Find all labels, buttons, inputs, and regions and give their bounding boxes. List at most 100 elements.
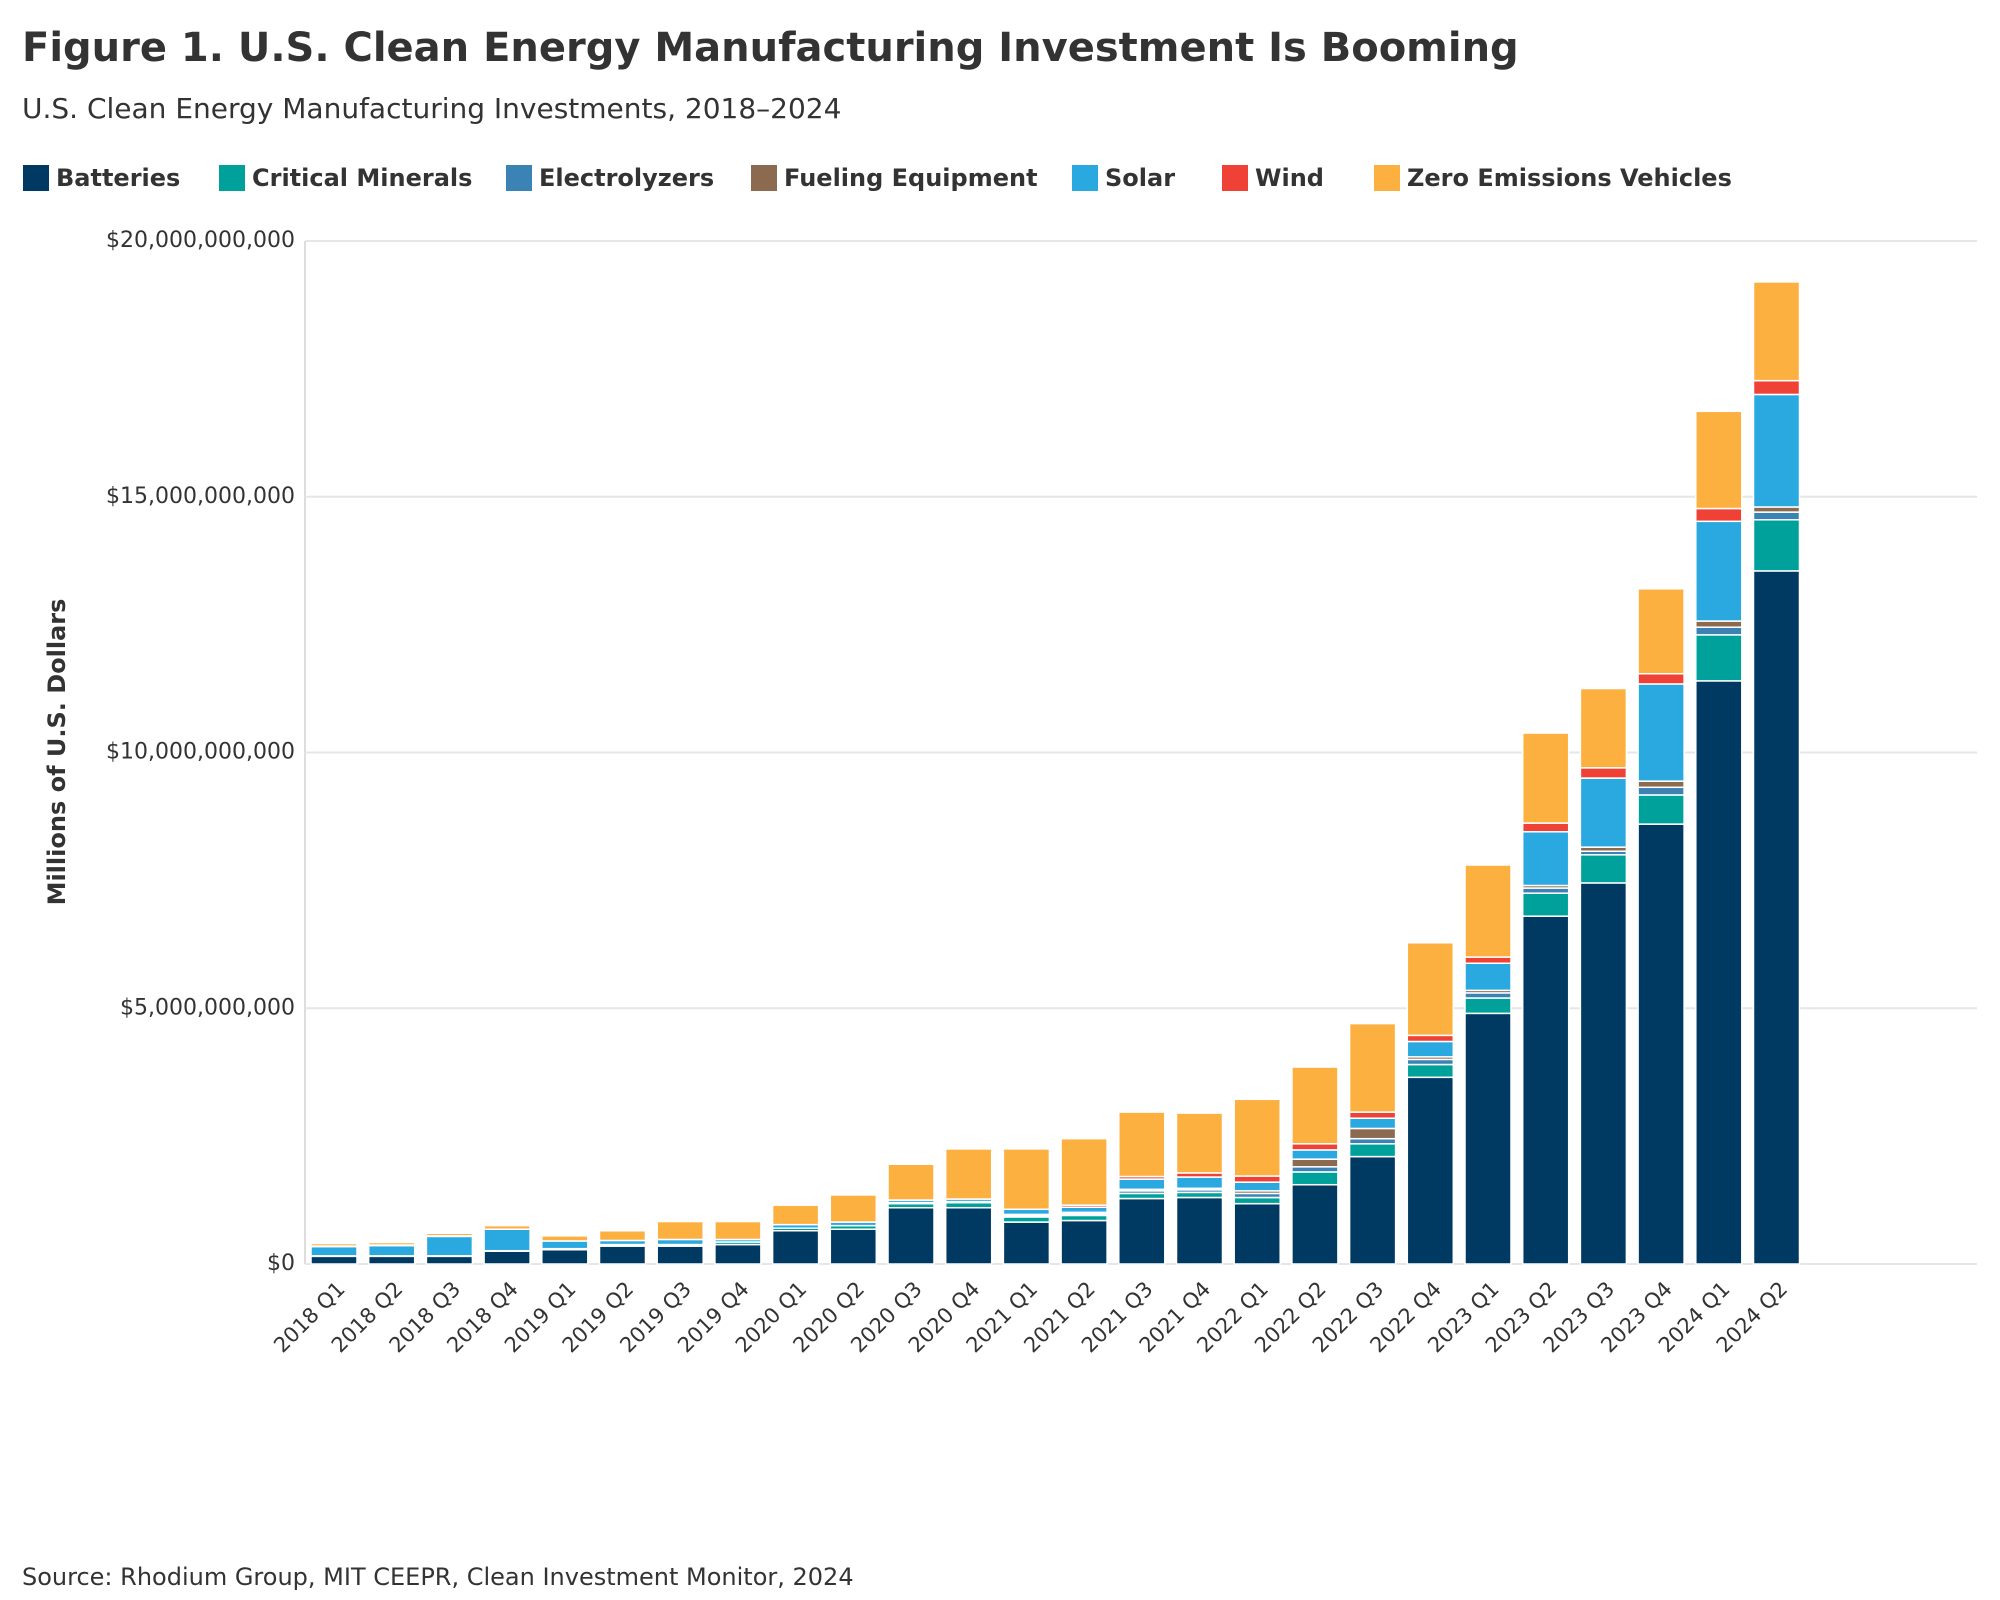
legend-label: Critical Minerals — [252, 164, 472, 192]
bar-segment — [1521, 822, 1570, 833]
bar-segment — [1002, 1208, 1051, 1216]
bar-segment — [1752, 506, 1801, 513]
bar-segment — [1464, 997, 1512, 1015]
bar-segment — [1118, 1178, 1166, 1191]
bar-segment — [367, 1244, 416, 1257]
legend-swatch — [751, 165, 777, 191]
bar-segment — [1521, 732, 1570, 824]
bar-segment — [1233, 1202, 1281, 1265]
bar-segment — [425, 1235, 474, 1257]
source-note: Source: Rhodium Group, MIT CEEPR, Clean … — [22, 1563, 854, 1591]
bar-segment — [1233, 1098, 1281, 1177]
bar-segment — [1291, 1149, 1339, 1160]
bar-segment — [1348, 1117, 1397, 1130]
bar-segment — [1175, 1191, 1224, 1199]
bar-segment — [1695, 410, 1743, 510]
bar-segment — [367, 1241, 416, 1246]
bar-segment — [1002, 1148, 1051, 1211]
bar-segment — [1002, 1216, 1051, 1223]
legend-swatch — [1222, 165, 1248, 191]
bar-segment — [310, 1245, 358, 1257]
bar-segment — [1291, 1158, 1339, 1168]
bar-segment — [1348, 1111, 1397, 1119]
bar-segment — [1521, 892, 1570, 917]
bar-segment — [1118, 1111, 1166, 1178]
bar-segment — [944, 1201, 993, 1209]
legend-swatch — [1374, 165, 1400, 191]
y-tick-label: $10,000,000,000 — [106, 740, 295, 765]
bar-segment — [1060, 1219, 1108, 1265]
legend-swatch — [506, 165, 532, 191]
legend-label: Wind — [1255, 164, 1324, 192]
bar-segment — [1406, 1076, 1455, 1265]
bar-segment — [1752, 570, 1801, 1265]
bar-segment — [425, 1232, 474, 1237]
bar-segment — [1521, 887, 1570, 894]
bar-segment — [598, 1230, 647, 1242]
bar-segment — [1752, 393, 1801, 508]
bar-segment — [887, 1206, 935, 1265]
bar-segment — [1695, 520, 1743, 622]
bar-segment — [771, 1204, 820, 1226]
bar-segment — [1464, 962, 1512, 992]
bar-segment — [1752, 379, 1801, 396]
bar-segment — [944, 1148, 993, 1200]
bar-segment — [829, 1194, 878, 1223]
bar-segment — [1233, 1181, 1281, 1192]
bar-segment — [1406, 942, 1455, 1037]
bar-segment — [1175, 1112, 1224, 1174]
bar-segment — [771, 1230, 820, 1265]
bar-segment — [367, 1255, 416, 1265]
bar-segment — [541, 1235, 589, 1242]
bar-segment — [1118, 1192, 1166, 1200]
bar-segment — [1464, 956, 1512, 964]
bar-segment — [1579, 687, 1628, 769]
y-tick-label: $0 — [267, 1251, 295, 1276]
bar-segment — [714, 1243, 762, 1265]
legend-label: Batteries — [56, 164, 180, 192]
bar-segment — [1348, 1127, 1397, 1140]
bar-segment — [1637, 823, 1685, 1265]
bar-segment — [1695, 626, 1743, 636]
bar-segment — [1406, 1040, 1455, 1058]
bar-segment — [483, 1228, 531, 1252]
bar-segment — [1521, 915, 1570, 1265]
bar-segment — [1118, 1197, 1166, 1265]
bar-segment — [1291, 1166, 1339, 1173]
bar-segment — [1406, 1058, 1455, 1066]
bar-segment — [541, 1248, 589, 1265]
bar-segment — [1002, 1221, 1051, 1265]
bar-segment — [1637, 780, 1685, 789]
bar-segment — [1464, 1012, 1512, 1265]
bar-segment — [714, 1220, 762, 1241]
legend-swatch — [1072, 165, 1098, 191]
bar-segment — [598, 1245, 647, 1265]
bar-segment — [1579, 777, 1628, 848]
bar-segment — [1348, 1143, 1397, 1158]
bar-segment — [1464, 864, 1512, 958]
bar-segment — [310, 1242, 358, 1247]
bar-segment — [1579, 767, 1628, 779]
bar-segment — [1233, 1175, 1281, 1183]
bar-segment — [1060, 1206, 1108, 1214]
bar-segment — [829, 1228, 878, 1265]
legend-swatch — [219, 165, 245, 191]
bar-segment — [1637, 672, 1685, 685]
bar-segment — [483, 1224, 531, 1230]
bar-segment — [425, 1255, 474, 1265]
bar-segment — [1579, 882, 1628, 1265]
legend-label: Zero Emissions Vehicles — [1407, 164, 1732, 192]
bar-segment — [656, 1238, 704, 1246]
bar-segment — [1695, 507, 1743, 523]
bar-segment — [1752, 519, 1801, 572]
bar-segment — [1175, 1176, 1224, 1190]
bar-segment — [1060, 1137, 1108, 1206]
chart-title: Figure 1. U.S. Clean Energy Manufacturin… — [22, 25, 1519, 71]
legend-label: Fueling Equipment — [784, 164, 1038, 192]
bar-segment — [1695, 620, 1743, 628]
legend-label: Solar — [1105, 164, 1175, 192]
bar-segment — [1348, 1022, 1397, 1113]
bar-segment — [1291, 1066, 1339, 1145]
y-tick-label: $5,000,000,000 — [120, 995, 295, 1020]
